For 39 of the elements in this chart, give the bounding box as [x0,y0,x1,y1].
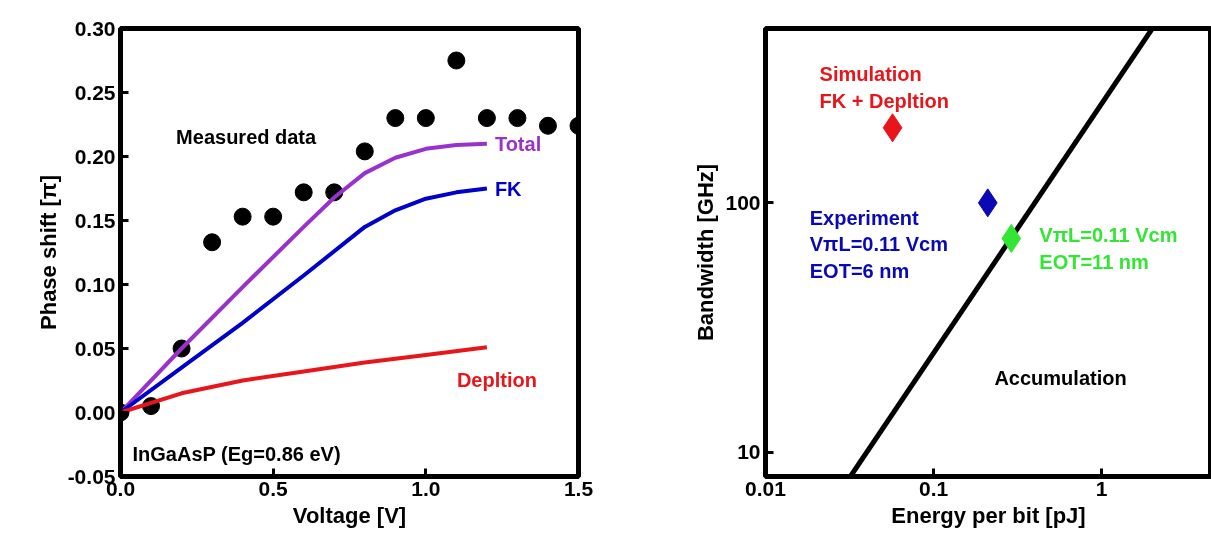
point [294,183,313,202]
y-tick-label: 100 [725,190,761,214]
point [538,116,557,135]
annotation: InGaAsP (Eg=0.86 eV) [132,442,341,465]
y-axis-title: Bandwidth [GHz] [693,163,719,342]
point [508,109,527,128]
point [416,109,435,128]
x-tick-label: 0.01 [745,476,787,500]
x-tick-label: 1.0 [411,476,441,500]
series-label: VπL=0.11 Vcm EOT=11 nm [1039,224,1178,273]
series-label: Measured data [176,126,318,149]
point [233,207,252,226]
x-tick-label: 1.5 [563,476,594,500]
point [386,109,405,128]
y-tick-label: 0.10 [74,272,116,296]
x-tick-label: 1 [1095,476,1108,500]
point [447,51,466,70]
series-label: FK [494,177,523,200]
x-tick-label: 0.1 [919,476,949,500]
y-tick-label: 10 [737,440,761,464]
x-axis-title: Voltage [V] [292,502,407,528]
series-label: Simulation FK + Depltion [819,63,950,112]
point [477,109,496,128]
y-tick-label: 0.05 [74,336,116,360]
point [203,233,222,252]
y-tick-label: 0.15 [74,208,116,232]
series-label: Depltion [456,369,537,392]
series-label: Total [494,132,542,155]
text: Accumulation [994,366,1127,389]
point [355,142,374,161]
y-axis-title: Phase shift [π] [35,175,61,330]
y-tick-label: 0.20 [74,144,116,168]
x-tick-label: 0.5 [258,476,289,500]
series-label: Experiment VπL=0.11 Vcm EOT=6 nm [809,206,948,282]
y-tick-label: 0.30 [74,16,116,40]
x-axis-title: Energy per bit [pJ] [891,502,1086,528]
point [264,207,283,226]
y-tick-label: 0.00 [74,400,116,424]
y-tick-label: 0.25 [74,80,116,104]
